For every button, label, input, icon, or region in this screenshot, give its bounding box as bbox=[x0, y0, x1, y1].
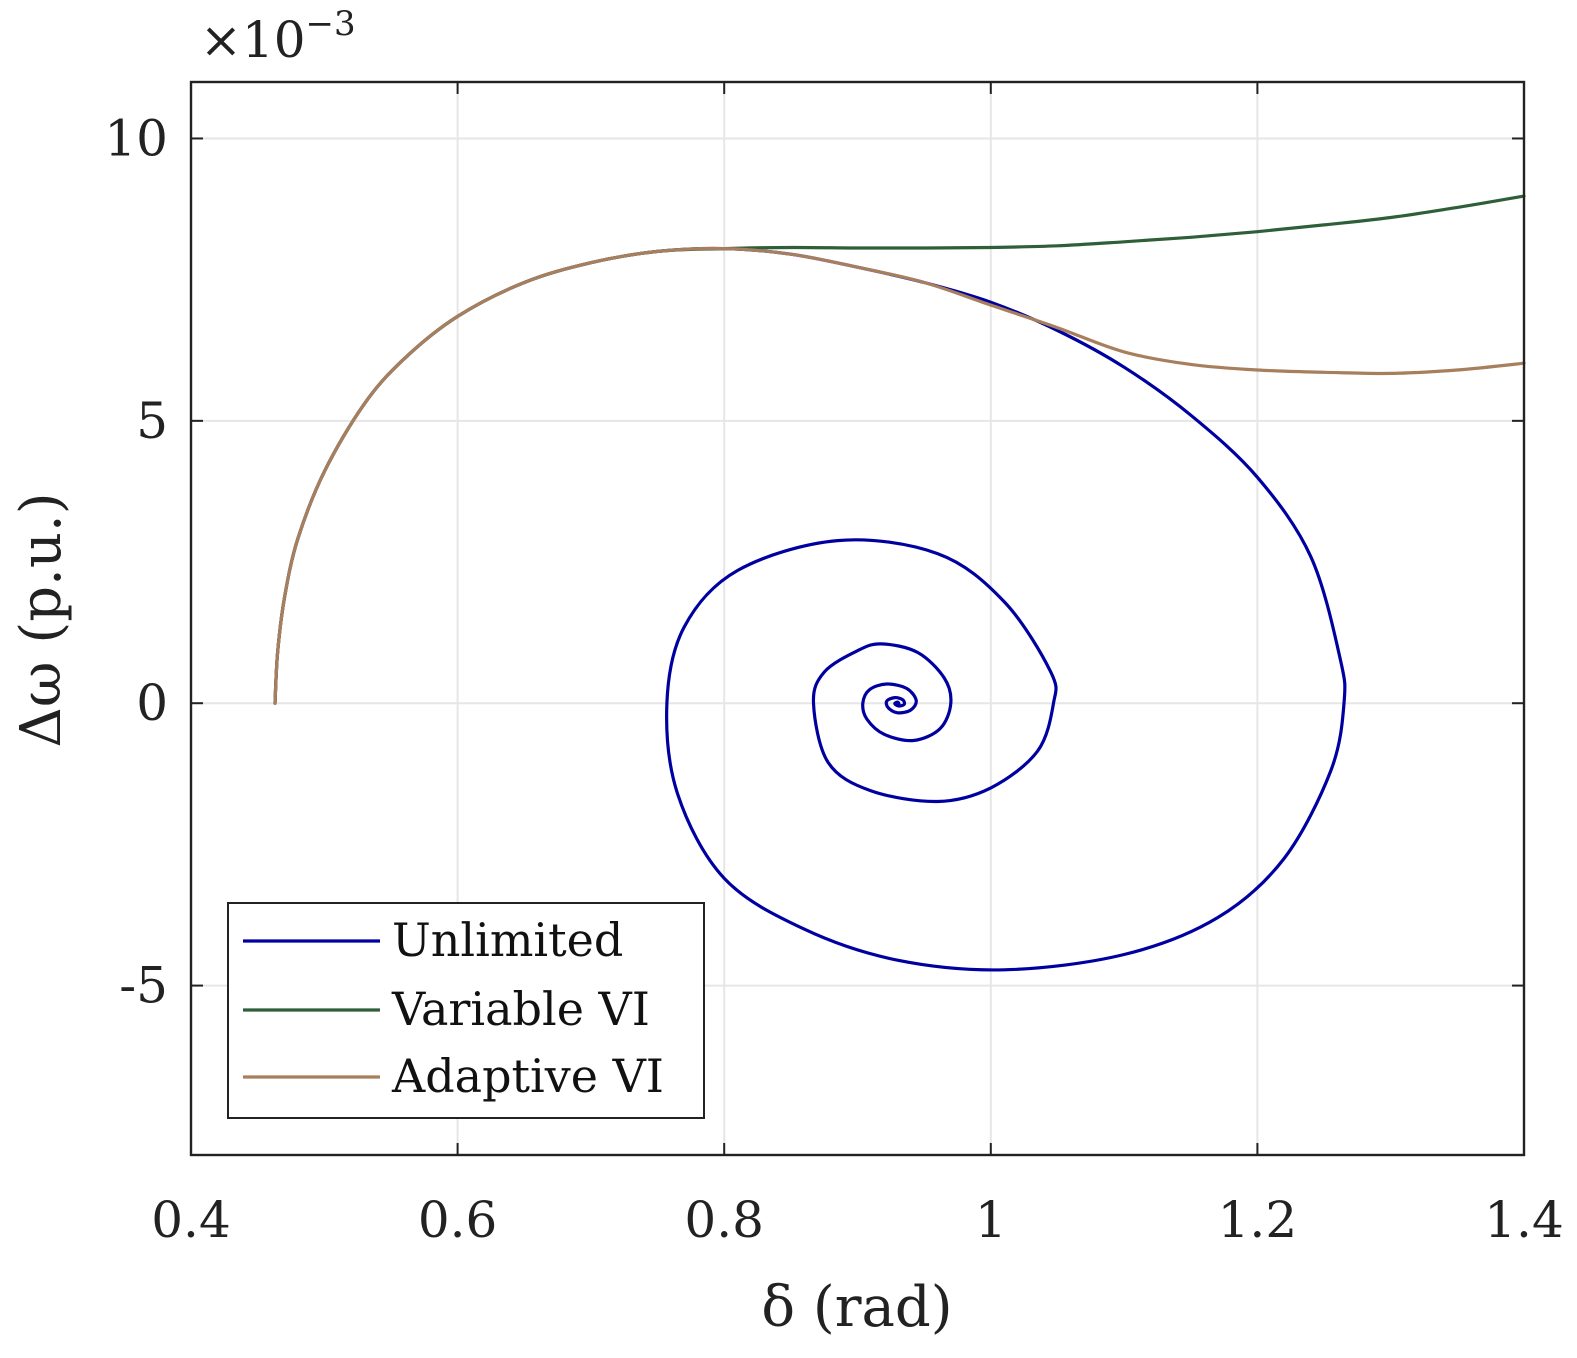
y-tick-label: 0 bbox=[136, 674, 168, 732]
legend: Unlimited Variable VI Adaptive VI bbox=[227, 902, 705, 1119]
x-tick-label: 1 bbox=[975, 1191, 1007, 1249]
y-multiplier-base: ×10 bbox=[200, 11, 306, 69]
y-tick-label: 5 bbox=[136, 392, 168, 450]
ticks bbox=[190, 82, 1525, 1155]
plot-frame bbox=[189, 80, 1526, 1157]
y-multiplier: ×10−3 bbox=[200, 4, 356, 69]
x-axis-label: δ (rad) bbox=[761, 1275, 952, 1340]
legend-label-adaptive-vi: Adaptive VI bbox=[391, 1049, 664, 1103]
x-tick-label: 1.4 bbox=[1484, 1191, 1564, 1249]
x-tick-label: 1.2 bbox=[1218, 1191, 1298, 1249]
y-multiplier-exponent: −3 bbox=[306, 4, 356, 44]
tick-labels: 0.4 0.6 0.8 1 1.2 1.4 -5 0 5 10 bbox=[104, 109, 1563, 1249]
legend-entry-adaptive-vi: Adaptive VI bbox=[243, 1049, 664, 1103]
y-tick-label: 10 bbox=[104, 109, 168, 167]
y-tick-label: -5 bbox=[119, 957, 168, 1015]
x-tick-label: 0.6 bbox=[418, 1191, 498, 1249]
legend-entry-unlimited: Unlimited bbox=[243, 913, 623, 967]
series-line-adaptive-vi bbox=[273, 246, 1526, 705]
x-tick-label: 0.8 bbox=[684, 1191, 764, 1249]
legend-label-variable-vi: Variable VI bbox=[391, 982, 650, 1036]
x-tick-label: 0.4 bbox=[151, 1191, 231, 1249]
legend-label-unlimited: Unlimited bbox=[392, 913, 623, 967]
legend-entry-variable-vi: Variable VI bbox=[243, 982, 650, 1036]
series-layer bbox=[273, 194, 1526, 972]
y-axis-label: Δω (p.u.) bbox=[9, 492, 74, 747]
